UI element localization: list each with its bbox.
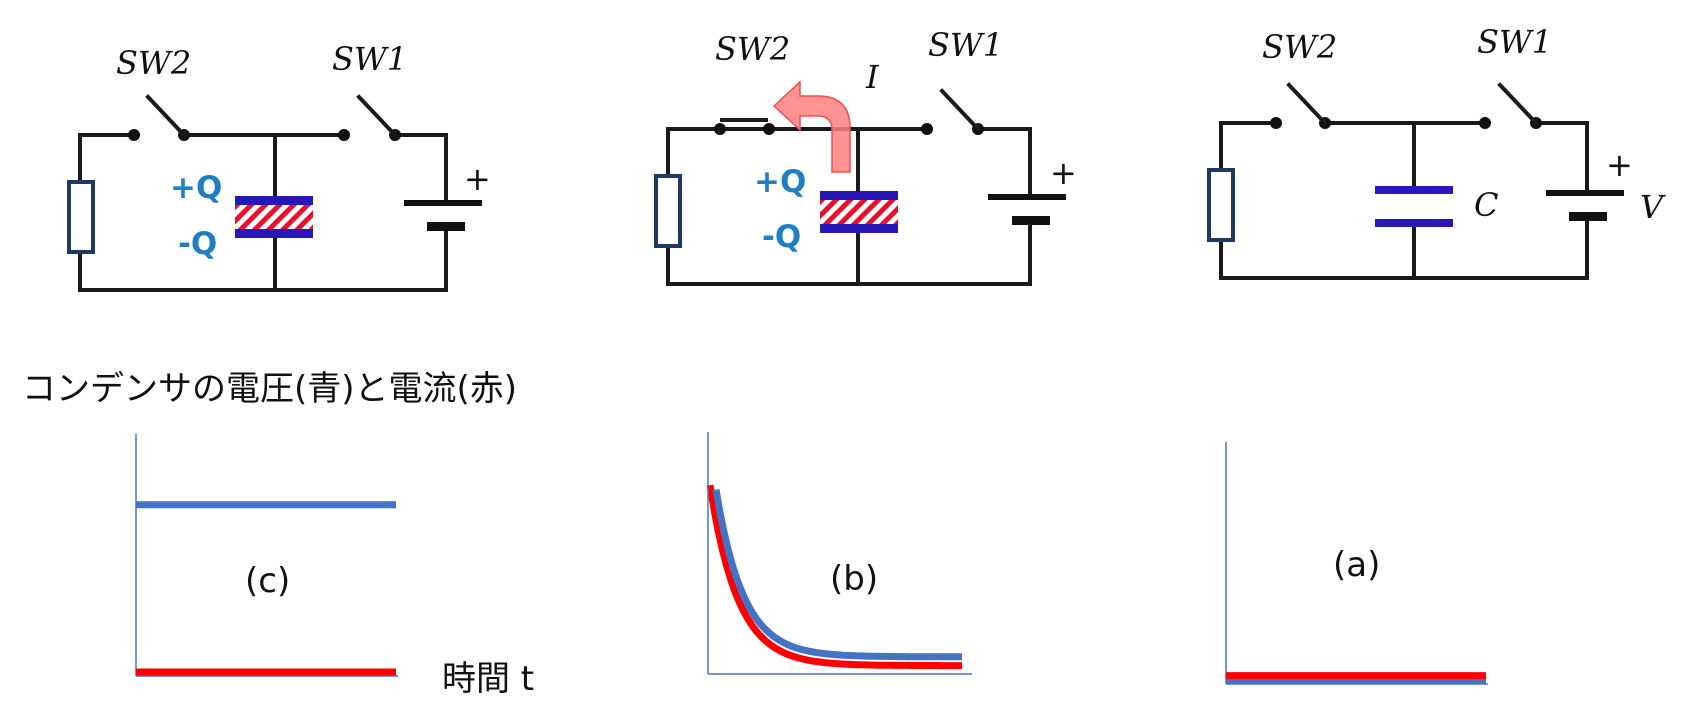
wire-loop [78,133,448,292]
capacitor-bottom-plate [235,229,313,238]
sw2-label: SW2 [1262,28,1337,66]
graph-c: (c) 時間 t [135,434,534,699]
wire-battery-top [976,127,1032,198]
voltage-curve [712,488,962,661]
sw2-right-contact [763,123,775,135]
battery-short-plate [427,222,465,231]
resistor [654,174,682,248]
battery-short-plate [1012,216,1050,225]
sw1-blade [356,94,398,138]
battery-plus-label: + [1606,146,1633,184]
battery-long-plate [404,200,482,206]
current-curve [706,484,962,670]
battery-long-plate [988,194,1066,200]
battery-plus-label: + [464,160,491,198]
minus-charge-label: -Q [178,226,217,262]
capacitor-dielectric [820,200,898,224]
sw1-blade [939,88,981,132]
wire-battery-top [393,133,448,204]
wire-battery-top [1534,121,1589,194]
panel-label: (a) [1333,545,1380,585]
graph-a: (a) [1225,442,1488,685]
battery-short-plate [1569,212,1607,221]
plus-charge-label: +Q [170,170,222,206]
sw2-left-contact [1270,117,1282,129]
section-title: コンデンサの電圧(青)と電流(赤) [22,369,517,409]
battery-plus-label: + [1050,154,1077,192]
graph-b: (b) [706,432,972,675]
sw2-label: SW2 [715,30,790,68]
capacitor-bottom-plate [1375,219,1453,227]
current-arrow-icon [772,80,851,173]
circuit-b: SW2 SW1 I +Q -Q + [654,26,1077,286]
circuit-a: SW2 SW1 C + V [1207,23,1666,280]
battery-long-plate [1546,190,1624,196]
resistor [67,180,95,254]
minus-charge-label: -Q [762,219,801,255]
sw1-left-contact [338,129,350,141]
voltage-label: V [1640,188,1666,226]
resistor [1207,168,1235,242]
sw1-label: SW1 [332,40,407,78]
sw2-left-contact [128,129,140,141]
capacitor-label: C [1474,186,1498,224]
plus-charge-label: +Q [754,164,806,200]
capacitor-top-plate [820,191,898,200]
capacitor-bottom-plate [820,224,898,233]
sw1-label: SW1 [1477,23,1552,61]
sw2-blade [1286,82,1328,126]
current-label: I [865,58,880,96]
sw1-blade [1497,82,1539,126]
sw1-left-contact [1479,117,1491,129]
panel-label: (b) [830,559,878,599]
capacitor-top-plate [235,196,313,205]
capacitor-dielectric [235,205,313,229]
circuit-c: SW2 SW1 +Q -Q + [67,40,491,292]
sw2-left-contact [714,123,726,135]
wire-loop [1219,121,1589,280]
sw1-left-contact [921,123,933,135]
capacitor-top-plate [1375,186,1453,194]
sw1-label: SW1 [928,26,1003,64]
x-axis-label: 時間 t [442,659,534,699]
sw2-label: SW2 [116,44,191,82]
panel-label: (c) [245,561,290,601]
sw2-blade [145,94,187,138]
wire-loop [666,127,1032,286]
